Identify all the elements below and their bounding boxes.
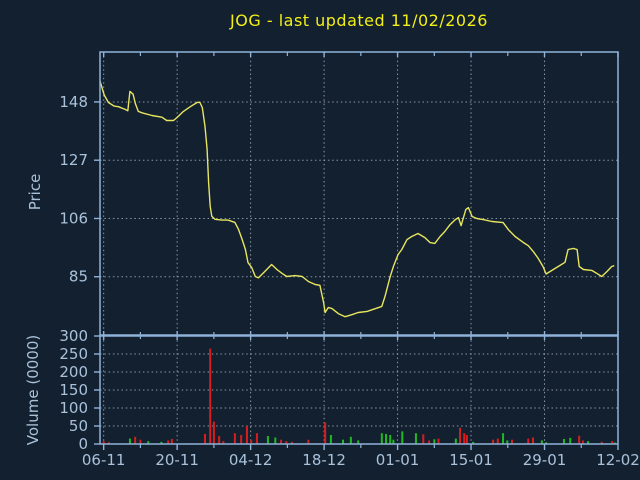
x-tick-label: 12-02 [596, 451, 640, 469]
x-tick-label: 15-01 [449, 451, 493, 469]
volume-y-tick-label: 200 [59, 363, 88, 381]
price-y-tick-label: 106 [59, 209, 88, 227]
x-tick-label: 01-01 [376, 451, 420, 469]
x-tick-label: 04-12 [229, 451, 273, 469]
volume-y-tick-label: 50 [69, 417, 88, 435]
x-tick-label: 18-12 [302, 451, 346, 469]
x-tick-label: 20-11 [155, 451, 199, 469]
volume-axis-label: Volume (0000) [24, 334, 42, 446]
x-tick-label: 06-11 [82, 451, 126, 469]
volume-y-tick-label: 300 [59, 327, 88, 345]
price-plot-frame [99, 51, 619, 336]
price-axis-label: Price [26, 173, 44, 211]
volume-y-tick-label: 100 [59, 399, 88, 417]
x-tick-label: 29-01 [523, 451, 567, 469]
volume-y-tick-label: 0 [78, 435, 88, 453]
price-y-tick-label: 148 [59, 93, 88, 111]
volume-y-tick-label: 150 [59, 381, 88, 399]
price-y-tick-label: 85 [69, 268, 88, 286]
chart-title: JOG - last updated 11/02/2026 [230, 11, 488, 30]
price-y-tick-label: 127 [59, 151, 88, 169]
volume-y-tick-label: 250 [59, 345, 88, 363]
price-line-series [99, 80, 615, 318]
